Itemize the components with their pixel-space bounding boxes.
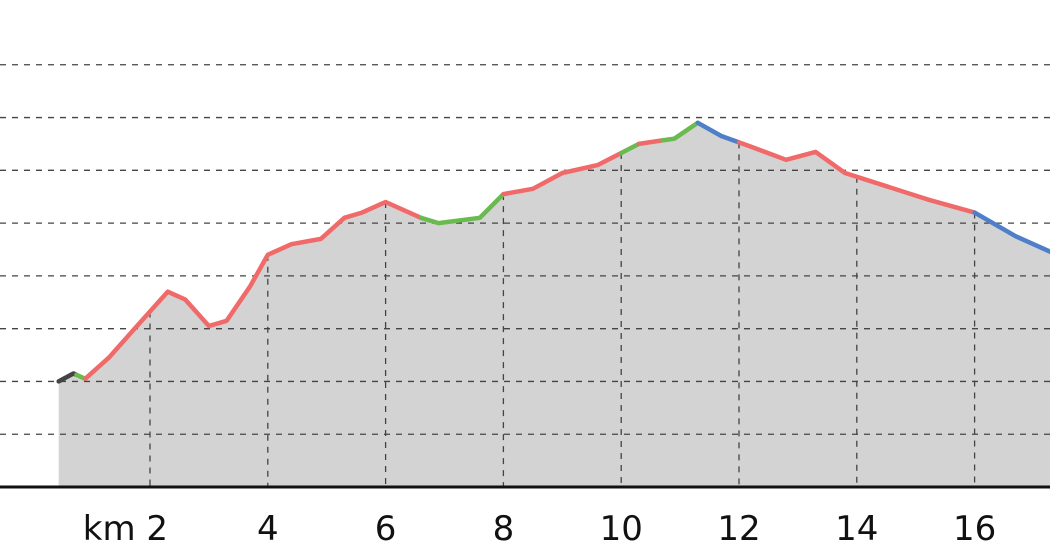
x-axis-tick-labels: km 24681012141618 [83,509,996,549]
x-tick-label: 12 [717,509,760,549]
elevation-area [58,122,1050,487]
x-tick-label: 6 [375,509,397,549]
profile-segment-climb [501,150,624,197]
x-tick-label: 10 [600,509,643,549]
profile-segment-climb [636,138,665,147]
x-tick-label: 4 [257,509,279,549]
chart-gridlines [0,64,1050,487]
x-tick-label: 14 [835,509,878,549]
elevation-profile-line [56,120,1050,384]
profile-segment-descent [695,120,742,145]
profile-segment-descent [972,210,1050,255]
profile-segment-gentle [418,191,506,226]
profile-segment-climb [736,140,977,215]
profile-segment-gentle [618,141,642,156]
elevation-area-fill [58,122,1050,487]
profile-segment-climb [82,199,424,382]
x-tick-label: 16 [953,509,996,549]
profile-segment-gentle [660,120,701,143]
x-tick-label: km 2 [83,509,168,549]
x-tick-label: 8 [493,509,515,549]
